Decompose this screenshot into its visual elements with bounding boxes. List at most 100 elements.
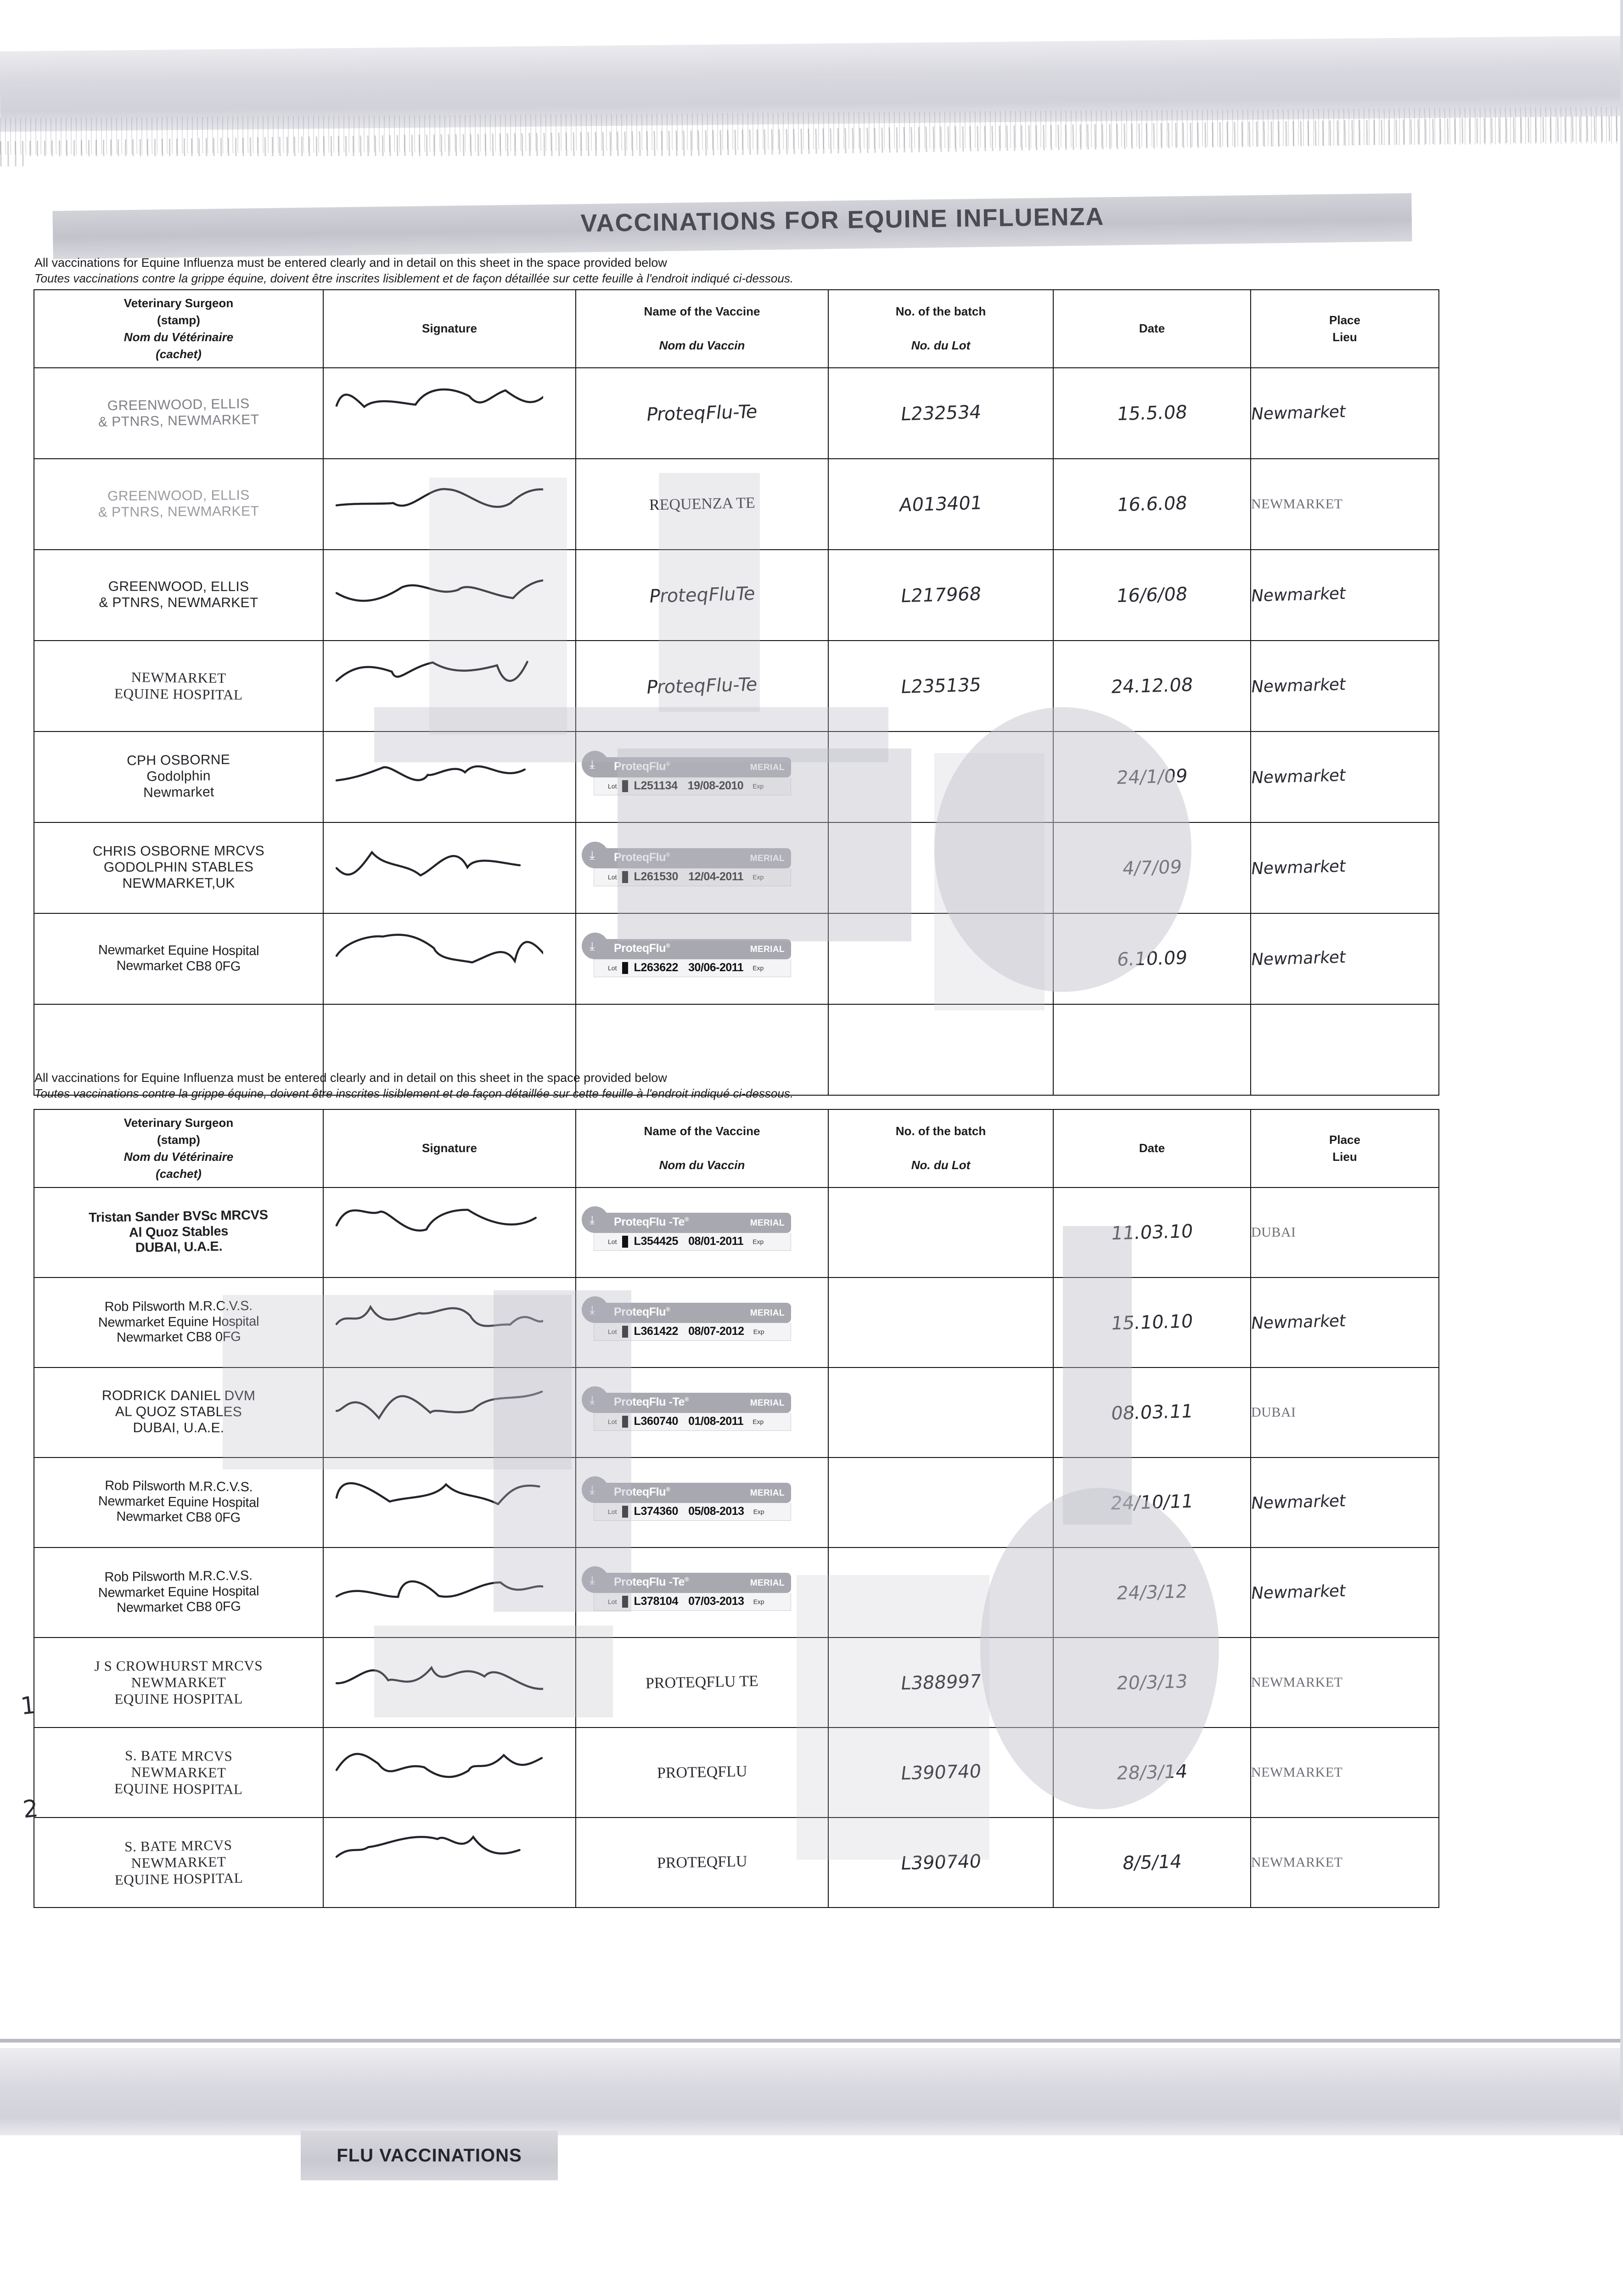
- batch-number-value: L235135: [899, 674, 983, 698]
- col-vet-cachet: (cachet): [156, 1166, 202, 1181]
- instruction-fr-1: Toutes vaccinations contre la grippe équ…: [34, 271, 794, 285]
- vet-stamp: RODRICK DANIEL DVM AL QUOZ STABLES DUBAI, …: [34, 1388, 323, 1436]
- cell-vet-stamp: NEWMARKET EQUINE HOSPITAL: [34, 640, 324, 732]
- cell-batch-number: A013401: [828, 458, 1054, 550]
- sticker-header: ⤓ ProteqFlu® MERIAL: [582, 1296, 791, 1323]
- handwritten-signature: [332, 835, 543, 886]
- vet-stamp: Newmarket Equine Hospital Newmarket CB8 0…: [34, 942, 323, 975]
- vet-stamp: CPH OSBORNE Godolphin Newmarket: [34, 751, 323, 803]
- vaccination-sheet: VACCINATIONS FOR EQUINE INFLUENZA All va…: [19, 156, 1582, 2180]
- margin-mark-1: 1: [19, 1691, 38, 1721]
- cell-signature: [323, 1277, 576, 1368]
- cell-place: Newmarket: [1250, 731, 1439, 823]
- instructions-middle: All vaccinations for Equine Influenza mu…: [34, 1070, 793, 1101]
- vet-stamp-line: EQUINE HOSPITAL: [114, 1780, 243, 1797]
- col-vet-stamp: (stamp): [157, 313, 200, 327]
- sticker-exp-label: Exp: [753, 1418, 764, 1425]
- cell-date: 24/10/11: [1053, 1457, 1251, 1548]
- scan-artifact-top-band: [0, 36, 1623, 132]
- cell-vet-stamp: Newmarket Equine Hospital Newmarket CB8 0…: [34, 912, 324, 1005]
- table-row: CHRIS OSBORNE MRCVS GODOLPHIN STABLES NEWM…: [34, 822, 1439, 914]
- cell-place: Newmarket: [1250, 640, 1439, 732]
- cell-vaccine-name: ProteqFlu-Te: [575, 367, 829, 459]
- batch-number-value: A013401: [898, 492, 983, 516]
- sticker-brand-name: ProteqFlu -Te®: [614, 1575, 689, 1588]
- cell-vet-stamp: GREENWOOD, ELLIS & PTNRS, NEWMARKET: [34, 367, 324, 459]
- date-value: 24/10/11: [1109, 1491, 1195, 1514]
- cell-signature: [323, 458, 576, 550]
- sticker-lot-row: Lot L261530 12/04-2011 Exp: [594, 868, 791, 886]
- cell-vet-stamp: S. BATE MRCVS NEWMARKET EQUINE HOSPITAL: [34, 1727, 324, 1818]
- cell-date: 24/1/09: [1053, 731, 1251, 823]
- sticker-dot-icon: [582, 1476, 608, 1503]
- table-row: GREENWOOD, ELLIS & PTNRS, NEWMARKET REQUE…: [34, 458, 1439, 550]
- vet-stamp-line: RODRICK DANIEL DVM: [101, 1388, 256, 1404]
- place-value: NEWMARKET: [1251, 496, 1343, 512]
- col-batch-en: No. of the batch: [895, 1124, 986, 1138]
- table-row: Rob Pilsworth M.R.C.V.S. Newmarket Equine…: [34, 1457, 1439, 1548]
- sticker-exp-label: Exp: [753, 782, 764, 790]
- cell-signature: [323, 640, 576, 732]
- date-value: 16.6.08: [1115, 492, 1189, 516]
- cell-vaccine-name: ProteqFlu-Te: [575, 640, 829, 732]
- sticker-expiry: 01/08-2011: [688, 1415, 744, 1428]
- sticker-company: MERIAL: [750, 853, 785, 863]
- cell-place: Newmarket: [1250, 549, 1439, 641]
- place-value: DUBAI: [1251, 1404, 1296, 1420]
- proteqflu-sticker: ⤓ ProteqFlu -Te® MERIAL Lot L354425 08/0…: [582, 1206, 791, 1251]
- col-batch-fr: No. du Lot: [911, 1158, 971, 1172]
- sticker-brand-name: ProteqFlu®: [614, 941, 670, 955]
- col-vaccine-en: Name of the Vaccine: [644, 304, 760, 319]
- sticker-barcode-icon: [622, 1325, 629, 1338]
- sticker-exp-label: Exp: [753, 873, 764, 881]
- vet-stamp-line: NEWMARKET: [131, 1764, 226, 1781]
- col-place-fr: Lieu: [1332, 1149, 1357, 1164]
- date-value: 8/5/14: [1121, 1851, 1183, 1874]
- table-header-row: Veterinary Surgeon (stamp) Nom du Vétéri…: [34, 1109, 1439, 1188]
- cell-vaccine-name: ⤓ ProteqFlu -Te® MERIAL Lot L360740 01/0…: [575, 1367, 829, 1458]
- cell-batch-number: L388997: [828, 1637, 1054, 1728]
- table-row: CPH OSBORNE Godolphin Newmarket ⤓ ProteqFl…: [34, 731, 1439, 823]
- cell-place: Newmarket: [1250, 1457, 1439, 1548]
- col-batch: No. of the batch No. du Lot: [828, 289, 1054, 368]
- col-place-en: Place: [1329, 1132, 1360, 1147]
- cell-signature: [323, 1637, 576, 1728]
- sticker-lot-number: L261530: [634, 870, 679, 884]
- sticker-dot-icon: [582, 750, 608, 777]
- vet-stamp-line: AL QUOZ STABLES: [115, 1404, 242, 1420]
- handwritten-signature: [332, 560, 543, 611]
- sticker-exp-label: Exp: [753, 1238, 764, 1245]
- sticker-lot-number: L374360: [634, 1505, 679, 1518]
- sticker-arrow-icon: ⤓: [590, 1212, 595, 1227]
- cell-vaccine-name: ⤓ ProteqFlu® MERIAL Lot L361422 08/07-20…: [575, 1277, 829, 1368]
- vet-stamp-line: GODOLPHIN STABLES: [103, 859, 254, 875]
- sticker-lot-label: Lot: [608, 782, 617, 790]
- cell-date: [1053, 1003, 1251, 1096]
- batch-number-value: L388997: [899, 1671, 983, 1694]
- col-vet-fr: Nom du Vétérinaire: [124, 1149, 234, 1164]
- cell-vet-stamp: CHRIS OSBORNE MRCVS GODOLPHIN STABLES NEWM…: [34, 822, 324, 914]
- vet-stamp: Tristan Sander BVSc MRCVS Al Quoz Stables…: [34, 1207, 323, 1258]
- vet-stamp-line: EQUINE HOSPITAL: [114, 1690, 243, 1707]
- margin-mark-2: 2: [21, 1795, 40, 1824]
- date-value: 24/1/09: [1115, 765, 1189, 788]
- sticker-arrow-icon: ⤓: [590, 1392, 595, 1407]
- sticker-header: ⤓ ProteqFlu® MERIAL: [582, 841, 791, 868]
- date-value: 15.5.08: [1115, 401, 1189, 425]
- vet-stamp: J S CROWHURST MRCVS NEWMARKET EQUINE HOSPI…: [34, 1657, 323, 1708]
- place-value: Newmarket: [1250, 1491, 1347, 1514]
- batch-number-value: L390740: [899, 1851, 983, 1874]
- cell-date: 24.12.08: [1053, 640, 1251, 732]
- col-place: Place Lieu: [1250, 289, 1439, 368]
- col-batch-en: No. of the batch: [895, 304, 986, 319]
- sticker-arrow-icon: ⤓: [590, 757, 595, 771]
- col-vaccine-fr: Nom du Vaccin: [659, 1158, 745, 1172]
- proteqflu-sticker: ⤓ ProteqFlu® MERIAL Lot L251134 19/08-20…: [582, 750, 791, 795]
- sticker-lot-row: Lot L354425 08/01-2011 Exp: [594, 1232, 791, 1251]
- handwritten-signature: [332, 1291, 543, 1342]
- place-value: Newmarket: [1250, 1581, 1347, 1604]
- sticker-barcode-icon: [622, 1505, 629, 1518]
- scan-artifact-noise-upper: [0, 107, 1623, 155]
- date-value: 15.10.10: [1109, 1311, 1195, 1334]
- cell-signature: [323, 1003, 576, 1096]
